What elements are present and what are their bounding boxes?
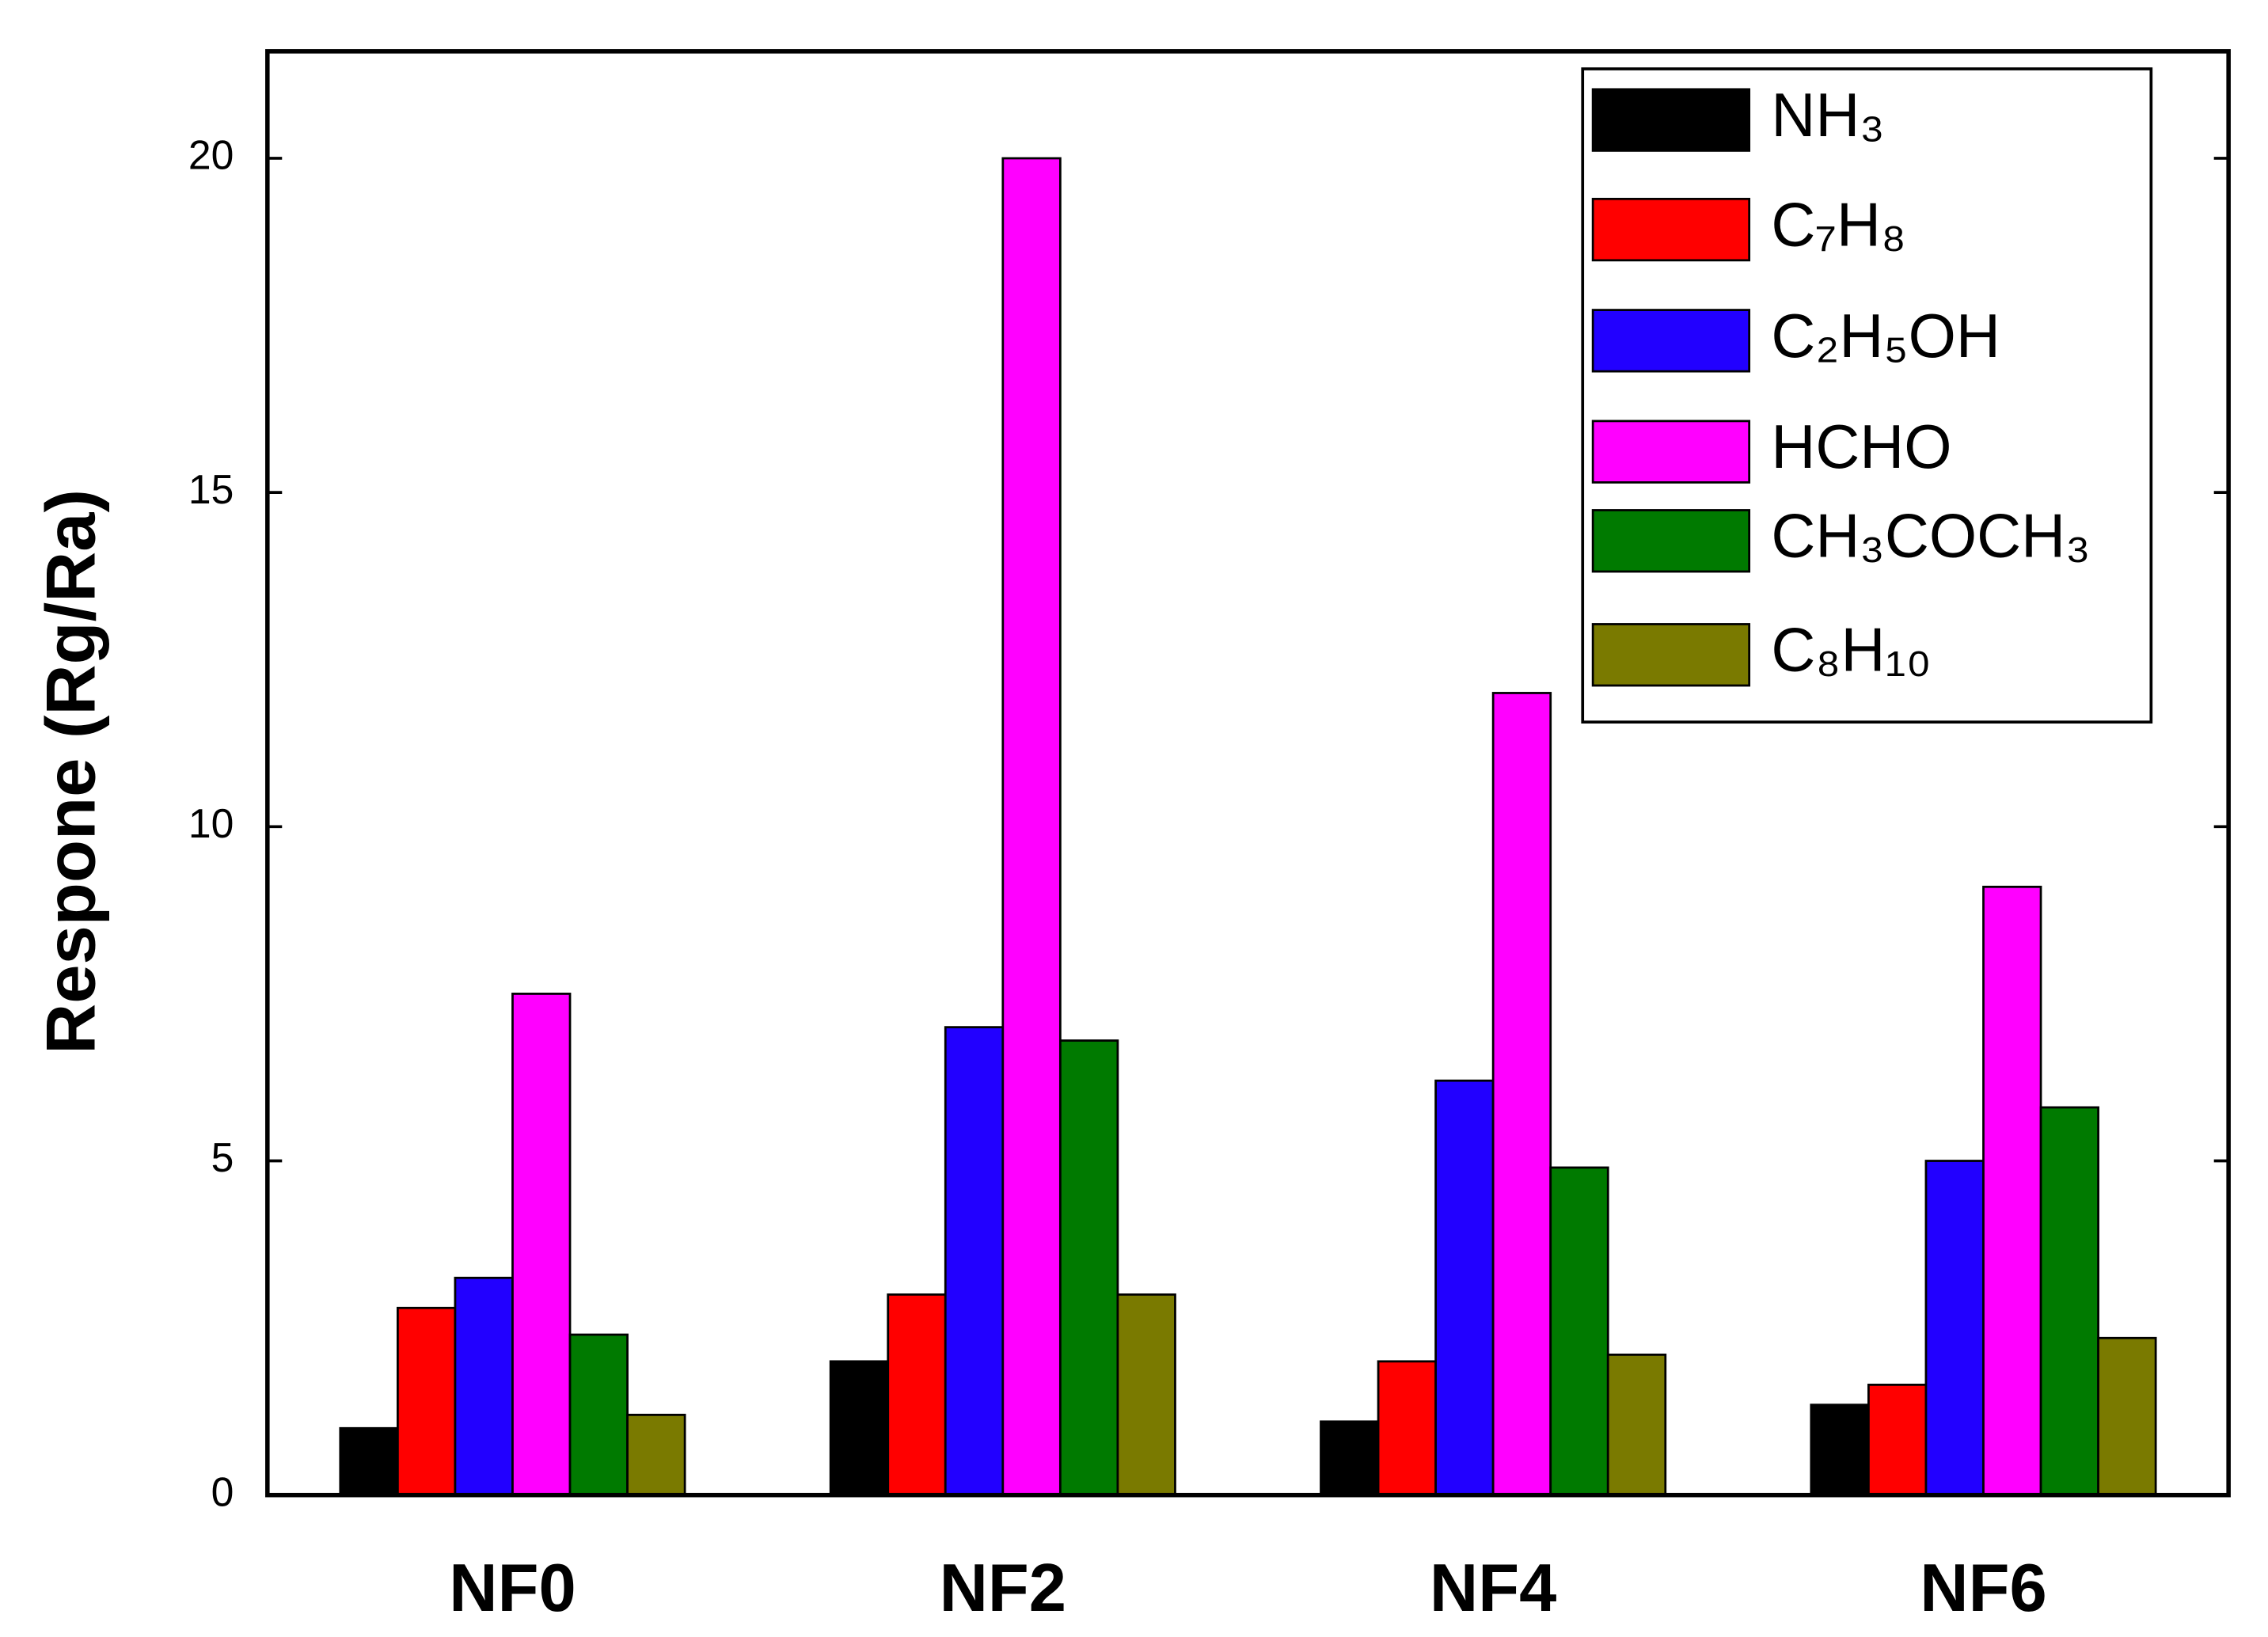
x-tick-label: NF0: [449, 1550, 576, 1625]
bar: [944, 1026, 1005, 1497]
legend-label: C₇H₈: [1771, 192, 1906, 260]
y-tick-label: 5: [211, 1134, 234, 1180]
bar: [454, 1276, 514, 1497]
bar: [2097, 1336, 2157, 1497]
bar: [339, 1426, 399, 1497]
bar: [1982, 885, 2042, 1497]
bar: [1867, 1383, 1928, 1497]
bar: [1058, 1039, 1119, 1497]
legend-label: CH₃COCH₃: [1771, 503, 2090, 571]
legend-swatch: [1591, 197, 1751, 262]
bar: [1434, 1079, 1495, 1497]
legend-swatch: [1591, 309, 1751, 373]
legend-swatch: [1591, 420, 1751, 484]
y-axis-label: Respone (Rg/Ra): [31, 489, 109, 1054]
y-tick-label: 20: [188, 132, 234, 178]
bar: [1001, 157, 1062, 1497]
y-tick-label: 15: [188, 466, 234, 512]
legend-swatch: [1591, 623, 1751, 687]
bar: [626, 1413, 686, 1497]
legend-box: [1581, 67, 2153, 724]
legend-label: C₈H₁₀: [1771, 617, 1931, 685]
bar: [887, 1293, 947, 1497]
bar: [511, 993, 572, 1497]
legend-label: C₂H₅OH: [1771, 302, 2000, 370]
bar: [1116, 1293, 1176, 1497]
y-tick-label: 10: [188, 800, 234, 846]
x-tick-label: NF4: [1430, 1550, 1556, 1625]
bar: [1549, 1166, 1609, 1497]
bar: [1320, 1420, 1380, 1497]
bar: [829, 1360, 890, 1497]
plot-frame: [265, 49, 2231, 1498]
bar: [397, 1306, 457, 1497]
bar: [568, 1333, 629, 1497]
bar: [1924, 1160, 1985, 1497]
bar: [1606, 1353, 1667, 1497]
bar: [1377, 1360, 1437, 1497]
legend-swatch: [1591, 509, 1751, 573]
x-tick-label: NF6: [1920, 1550, 2046, 1625]
bar: [1491, 692, 1552, 1497]
y-tick-label: 0: [211, 1468, 234, 1514]
bar: [2039, 1106, 2099, 1497]
legend-swatch: [1591, 88, 1751, 152]
bar: [1810, 1403, 1870, 1497]
x-tick-label: NF2: [940, 1550, 1066, 1625]
legend-label: NH₃: [1771, 82, 1885, 150]
legend-label: HCHO: [1771, 413, 1951, 481]
